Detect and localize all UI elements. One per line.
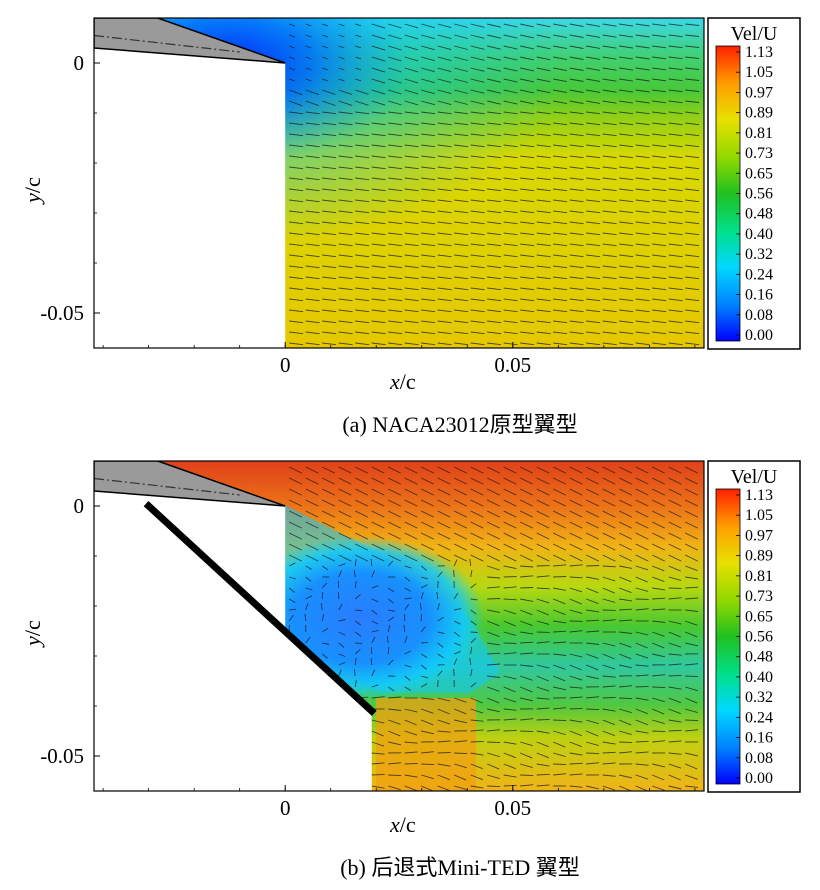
- colorbar-title-a: Vel/U: [731, 23, 778, 45]
- x-tick-label: 0: [280, 353, 291, 377]
- chart-a-svg: 0 0.05 0 -0.05 x/c y/c Vel/U 1.13 1.05 0.97 0…: [0, 0, 820, 442]
- velocity-vector: [487, 599, 500, 600]
- velocity-vector: [371, 559, 372, 566]
- velocity-vector: [652, 687, 665, 688]
- colorbar-level-label: 0.89: [745, 548, 773, 565]
- x-tick-label: 0: [280, 796, 291, 820]
- velocity-vector: [586, 709, 599, 710]
- body-region-a: [94, 48, 285, 348]
- velocity-vector: [652, 731, 665, 732]
- y-tick-label: -0.05: [40, 301, 84, 325]
- velocity-vector: [553, 764, 566, 765]
- velocity-vector: [487, 786, 500, 787]
- velocity-vector: [454, 669, 455, 676]
- velocity-vector: [355, 643, 362, 644]
- velocity-vector: [520, 731, 533, 732]
- velocity-vector: [454, 570, 455, 577]
- velocity-vector: [586, 566, 599, 567]
- velocity-vector: [421, 764, 434, 765]
- colorbar-level-label: 1.13: [745, 487, 773, 504]
- colorbar-title-b: Vel/U: [731, 466, 778, 488]
- velocity-vector: [504, 730, 517, 731]
- velocity-vector: [553, 720, 566, 721]
- colorbar-level-label: 0.32: [745, 246, 773, 263]
- velocity-vector: [405, 763, 418, 764]
- colorbar-level-label: 0.00: [745, 327, 773, 344]
- colorbar-level-label: 0.32: [745, 689, 773, 706]
- y-tick-label: -0.05: [40, 744, 84, 768]
- y-axis-label-a: y/c: [20, 177, 45, 205]
- colorbar-level-label: 0.16: [745, 287, 773, 304]
- colorbar-level-label: 0.56: [745, 629, 773, 646]
- velocity-vector: [586, 753, 599, 754]
- velocity-vector: [471, 632, 478, 633]
- velocity-vector: [603, 697, 616, 698]
- figure-panel-a: 0 0.05 0 -0.05 x/c y/c Vel/U 1.13 1.05 0.97 0…: [0, 0, 820, 442]
- colorbar-level-label: 0.65: [745, 165, 773, 182]
- velocity-vector: [520, 775, 533, 776]
- velocity-vector: [619, 742, 632, 743]
- velocity-vector: [570, 708, 583, 709]
- colorbar-level-label: 0.97: [745, 84, 773, 101]
- chart-b-svg: 0 0.05 0 -0.05 x/c y/c Vel/U 1.13 1.05 0.97 0…: [0, 443, 820, 885]
- velocity-vector: [669, 675, 682, 676]
- colorbar-level-label: 0.40: [745, 226, 773, 243]
- velocity-vector: [322, 592, 323, 599]
- colorbar-level-label: 0.81: [745, 568, 773, 585]
- figure-panel-b: 0 0.05 0 -0.05 x/c y/c Vel/U 1.13 1.05 0.97 0…: [0, 443, 820, 885]
- velocity-vector: [553, 577, 566, 578]
- velocity-vector: [520, 588, 533, 589]
- velocity-vector: [454, 753, 467, 754]
- velocity-vector: [338, 581, 339, 588]
- x-axis-label-a: x/c: [389, 369, 416, 394]
- caption-b: (b) 后退式Mini-TED 翼型: [340, 855, 580, 880]
- colorbar-level-label: 0.81: [745, 125, 773, 142]
- x-tick-label: 0.05: [494, 796, 531, 820]
- velocity-vector: [438, 752, 451, 753]
- colorbar-level-label: 1.13: [745, 44, 773, 61]
- colorbar-level-label: 0.08: [745, 750, 773, 767]
- velocity-vector: [371, 658, 372, 665]
- velocity-vector: [471, 741, 484, 742]
- colorbar-level-label: 1.05: [745, 507, 773, 524]
- caption-a: (a) NACA23012原型翼型: [342, 412, 577, 437]
- colorbar-level-label: 0.48: [745, 206, 773, 223]
- colorbar-level-label: 0.00: [745, 770, 773, 787]
- colorbar-level-label: 0.97: [745, 527, 773, 544]
- velocity-vector: [619, 698, 632, 699]
- colorbar-level-label: 0.24: [745, 709, 773, 726]
- velocity-vector: [537, 719, 550, 720]
- colorbar-level-label: 0.48: [745, 649, 773, 666]
- colorbar-level-label: 0.65: [745, 608, 773, 625]
- colorbar-level-label: 0.56: [745, 186, 773, 203]
- y-axis-label-b: y/c: [20, 620, 45, 648]
- y-ticks-a: 0 -0.05: [40, 51, 100, 325]
- velocity-vector: [685, 720, 698, 721]
- y-tick-label: 0: [74, 494, 85, 518]
- colorbar-level-label: 0.40: [745, 669, 773, 686]
- colorbar-level-label: 0.89: [745, 105, 773, 122]
- colorbar-level-label: 1.05: [745, 64, 773, 81]
- velocity-vector: [421, 642, 428, 643]
- velocity-vector: [487, 742, 500, 743]
- colorbar-level-label: 0.24: [745, 266, 773, 283]
- velocity-vector: [685, 676, 698, 677]
- colorbar-level-label: 0.16: [745, 730, 773, 747]
- y-tick-label: 0: [74, 51, 85, 75]
- velocity-vector: [388, 775, 401, 776]
- colorbar-level-label: 0.73: [745, 145, 773, 162]
- x-tick-label: 0.05: [494, 353, 531, 377]
- velocity-vector: [438, 581, 439, 588]
- y-ticks-b: 0 -0.05: [40, 494, 100, 768]
- velocity-vector: [372, 774, 385, 775]
- x-axis-label-b: x/c: [389, 812, 416, 837]
- velocity-vector: [636, 686, 649, 687]
- colorbar-level-label: 0.73: [745, 588, 773, 605]
- colorbar-level-label: 0.08: [745, 307, 773, 324]
